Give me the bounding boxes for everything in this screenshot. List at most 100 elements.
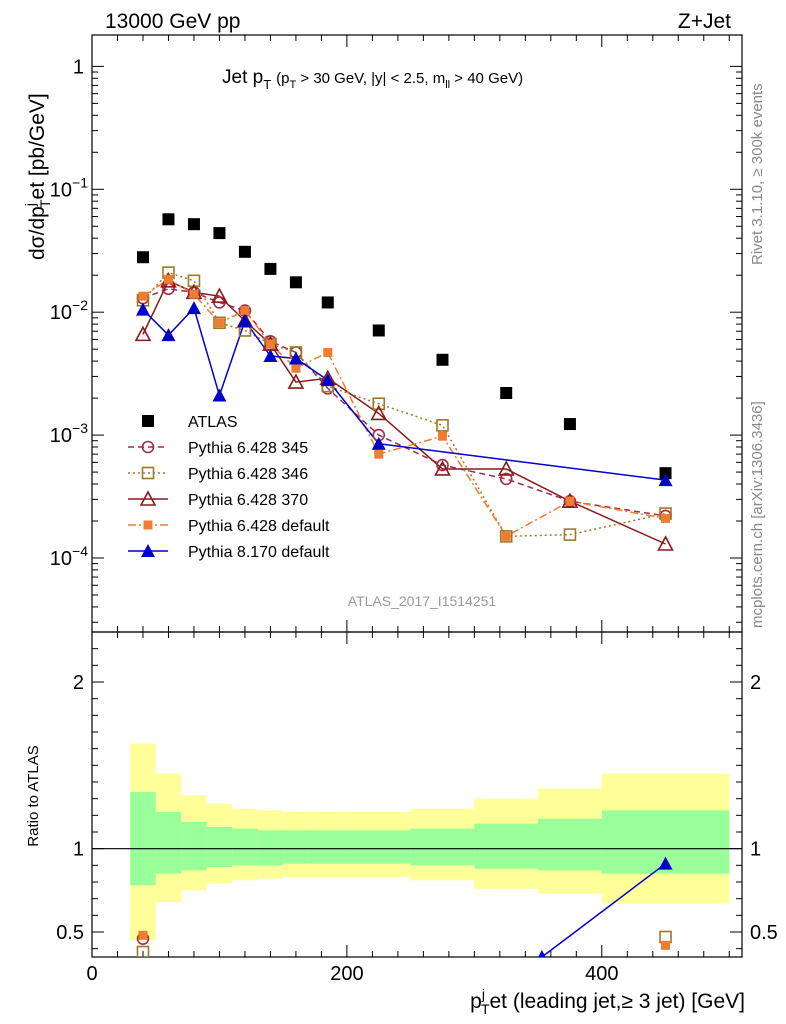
legend-label: Pythia 8.170 default [188,544,330,561]
header-left: 13000 GeV pp [105,10,240,33]
watermark: ATLAS_2017_I1514251 [348,593,497,609]
data-point [161,328,176,342]
rivet-label: Rivet 3.1.10, ≥ 300k events [749,83,766,265]
plot-title-cut-close: > 40 GeV) [450,70,523,87]
xlabel-sup: j [481,986,485,1002]
data-point [372,397,386,411]
data-point [437,431,447,441]
data-point [661,513,671,523]
data-point [321,296,334,309]
data-point [287,373,305,389]
data-point [563,418,576,431]
mcplots-label: mcplots.cern.ch [arXiv:1306.3436] [749,401,766,628]
data-point [289,276,302,289]
main-ytick-label: 10−2 [50,297,88,324]
data-point [187,218,200,231]
data-point [163,274,173,284]
ratio-point [661,940,671,950]
legend-label: Pythia 6.428 default [188,518,330,535]
main-ylabel: dσ/dpjTet [pb/GeV] [22,93,53,260]
uncertainty-band-green [232,828,258,866]
ratio-ylabel: Ratio to ATLAS [25,745,42,846]
data-point [162,213,175,226]
data-point [288,351,303,365]
xtick-label: 200 [330,963,363,985]
data-point [138,291,148,301]
data-point [264,262,277,275]
uncertainty-band-green [155,812,182,874]
ratio-point [136,945,150,957]
ratio-point [658,856,673,870]
ratio-line [541,863,666,957]
main-series-group [134,213,674,551]
header-right: Z+Jet [678,10,731,33]
main-ylabel-sup: j [22,203,38,207]
plot-title-cut-sub1: T [290,79,297,91]
xlabel: pj Tet (leading jet,≥ 3 jet) [GeV] [470,986,745,1017]
data-point [291,363,301,373]
data-point [214,318,224,328]
data-point [501,531,511,541]
legend-marker [141,466,155,480]
data-point [563,528,577,541]
xtick-label: 400 [585,963,618,985]
data-point [499,530,513,543]
ratio-ytick-label-right: 0.5 [750,922,778,944]
plot-title-cut-mid: > 30 GeV, |y| < 2.5, m [296,70,445,87]
uncertainty-band-green [181,822,207,871]
main-ytick-label: 10−1 [50,174,88,201]
uncertainty-band-green [346,830,411,864]
main-ytick-label: 10−4 [50,543,88,570]
main-ylabel-a: dσ/dp [26,206,49,260]
data-point [263,349,278,363]
ratio-series-group [136,856,673,957]
data-point [372,324,385,337]
main-ylabel-sub: T [37,199,53,208]
uncertainty-band-green [308,830,347,864]
data-point [238,245,251,258]
data-point [374,449,384,459]
main-ytick-label: 1 [73,56,84,78]
data-point [136,251,149,264]
ratio-point [138,930,148,940]
data-point [135,302,150,316]
data-point [370,404,388,421]
legend-label: ATLAS [188,414,238,431]
ratio-ytick-label: 2 [73,672,84,694]
data-point [497,460,515,476]
main-ylabel-b: et [pb/GeV] [26,93,49,199]
main-ytick-label: 10−3 [50,420,88,447]
ratio-ytick-label-right: 2 [750,672,761,694]
xlabel-b: et (leading jet,≥ 3 jet) [GeV] [490,990,746,1013]
data-point [565,496,575,506]
ratio-ytick-label-right: 1 [750,839,761,861]
data-point [186,301,201,315]
chart-marks: 1 10−1 10−2 10−3 10−4 0 200 400 0.5 0.5 1 1 2 2 ATLAS P… [50,34,778,985]
legend-marker [142,415,154,427]
data-point [134,325,152,342]
ratio-ytick-label: 1 [73,839,84,861]
uncertainty-band-green [283,830,309,864]
data-point [212,388,227,402]
uncertainty-band-green [474,823,539,869]
data-point [371,436,386,450]
plot-title: Jet pT (pT > 30 GeV, |y| < 2.5, mll > 40 … [222,67,523,92]
legend-label: Pythia 6.428 345 [188,440,308,457]
series-line [142,306,666,481]
data-point [323,347,333,357]
legend-label: Pythia 6.428 370 [188,492,308,509]
data-point [436,458,449,472]
xlabel-sub: T [481,1001,490,1017]
data-point [189,289,199,299]
plot-title-cut-open: (p [276,70,289,87]
legend-label: Pythia 6.428 346 [188,466,308,483]
ratio-point [538,950,546,957]
data-point [436,353,449,366]
uncertainty-band-green [257,830,284,866]
plot-title-cut-sub2: ll [445,79,450,91]
ratio-frame [91,631,743,958]
ratio-ytick-label: 0.5 [56,922,84,944]
data-point [211,287,228,303]
